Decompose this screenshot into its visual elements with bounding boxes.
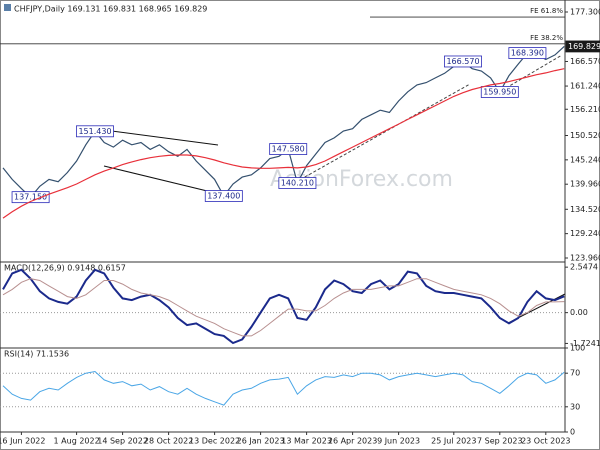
price-label: 137.400 xyxy=(207,192,240,201)
price-label: 159.950 xyxy=(483,88,516,97)
y-tick-label: 70 xyxy=(570,369,580,378)
x-tick-label: 26 Apr 2023 xyxy=(328,437,377,446)
x-tick-label: 26 Jan 2023 xyxy=(237,437,285,446)
y-tick-label: 30 xyxy=(570,402,580,411)
price-label-box xyxy=(11,191,50,204)
x-tick-label: 13 Mar 2023 xyxy=(281,437,332,446)
x-tick-label: 28 Oct 2022 xyxy=(144,437,193,446)
x-tick-label: 23 Oct 2023 xyxy=(521,437,570,446)
y-tick-label: -1.7241 xyxy=(570,339,600,348)
y-tick-label: 100 xyxy=(570,344,585,353)
trendline xyxy=(295,83,471,183)
x-tick-label: 14 Sep 2022 xyxy=(97,437,148,446)
price-label-box xyxy=(508,47,547,59)
price-label: 151.430 xyxy=(78,127,111,136)
panel-title: RSI(14) 71.1536 xyxy=(4,350,69,359)
y-tick-label: 161.240 xyxy=(570,82,600,91)
series-line xyxy=(2,68,565,219)
y-tick-label: 177.300 xyxy=(570,7,600,16)
y-tick-label: 134.520 xyxy=(570,205,600,214)
price-label-box xyxy=(444,55,482,68)
trendline xyxy=(505,54,563,89)
x-tick-label: 9 Jun 2023 xyxy=(377,437,420,446)
price-label: 147.580 xyxy=(272,145,305,154)
panel-title: CHFJPY,Daily 169.131 169.831 168.965 169… xyxy=(14,5,207,14)
y-tick-label: 2.5474 xyxy=(570,263,598,272)
series-line xyxy=(2,278,565,337)
y-tick-label: 0.00 xyxy=(570,308,588,317)
price-label-box xyxy=(76,125,114,138)
x-tick-label: 7 Sep 2023 xyxy=(477,437,523,446)
y-tick-label: 139.960 xyxy=(570,180,600,189)
x-tick-label: 16 Jun 2022 xyxy=(0,437,45,446)
x-tick-label: 1 Aug 2022 xyxy=(54,437,100,446)
price-label: 137.150 xyxy=(14,193,47,202)
y-tick-label: 0 xyxy=(570,428,575,437)
y-tick-label: 166.570 xyxy=(570,57,600,66)
x-tick-label: 13 Dec 2022 xyxy=(189,437,240,446)
y-tick-label: 150.520 xyxy=(570,131,600,140)
series-line xyxy=(2,268,565,345)
last-price-box xyxy=(565,40,600,53)
price-label-box xyxy=(278,177,317,189)
price-label-box xyxy=(204,190,243,202)
price-label-box xyxy=(269,143,308,155)
price-label: 140.210 xyxy=(281,179,314,188)
y-tick-label: 156.210 xyxy=(570,105,600,114)
panel-title: MACD(12,26,9) 0.9148 0.6157 xyxy=(4,264,126,273)
symbol-icon xyxy=(4,4,11,11)
series-line xyxy=(2,370,565,406)
x-tick-label: 25 Jul 2023 xyxy=(431,437,476,446)
price-label: 168.390 xyxy=(511,49,544,58)
y-tick-label: 129.240 xyxy=(570,229,600,238)
price-label: 166.570 xyxy=(446,57,479,66)
y-tick-label: 123.960 xyxy=(570,253,600,262)
price-label-box xyxy=(480,86,519,98)
fibo-label: FE 38.2% xyxy=(530,34,563,42)
last-price-label: 169.829 xyxy=(568,42,600,51)
channel-upper xyxy=(103,129,219,146)
y-tick-label: 145.240 xyxy=(570,155,600,164)
fibo-label: FE 61.8% xyxy=(530,7,563,15)
